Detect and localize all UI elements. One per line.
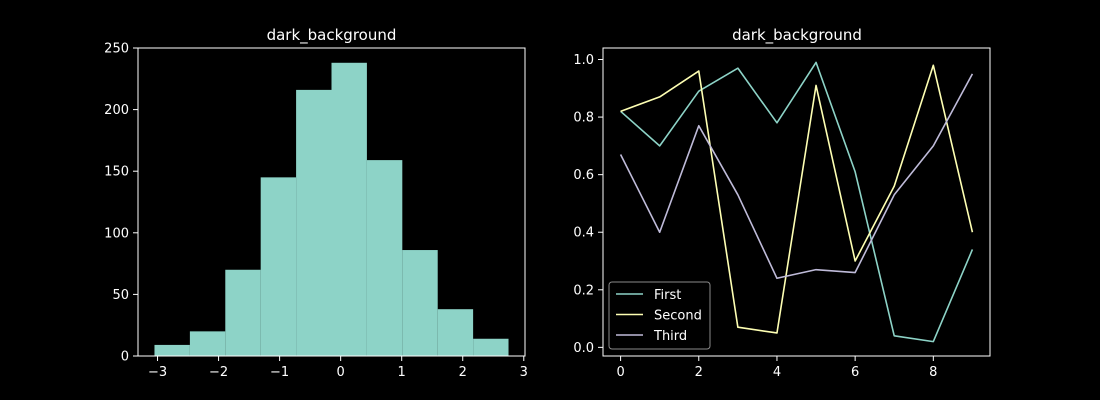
legend-label-second: Second — [654, 309, 702, 324]
histogram-x-tick-label: −3 — [148, 365, 167, 380]
histogram-bar — [154, 344, 190, 356]
histogram-bar — [296, 89, 332, 356]
line-y-tick-label: 0.4 — [573, 226, 594, 241]
legend-label-first: First — [654, 288, 681, 303]
line-y-ticks: 0.0 0.2 0.4 0.6 0.8 1.0 — [573, 53, 603, 356]
line-series-group — [619, 61, 974, 343]
line-x-tick-label: 8 — [929, 365, 937, 380]
histogram-y-tick-label: 50 — [112, 288, 129, 303]
histogram-x-ticks: −3 −2 −1 0 1 2 3 — [148, 356, 528, 380]
line-chart-frame — [602, 47, 991, 357]
line-chart-title: dark_background — [732, 26, 862, 45]
histogram-y-tick-label: 200 — [104, 103, 129, 118]
line-y-tick-label: 1.0 — [573, 53, 594, 68]
line-x-tick-label: 2 — [695, 365, 703, 380]
histogram-x-tick-label: 3 — [520, 365, 528, 380]
legend-box — [608, 281, 711, 350]
series-line-first — [620, 61, 974, 343]
line-axes: dark_background 0 2 4 6 8 0.0 0.2 0.4 0.6 0.8 1.0… — [573, 26, 991, 380]
histogram-y-tick-label: 150 — [104, 165, 129, 180]
series-line-second — [620, 64, 974, 334]
histogram-bar — [437, 309, 474, 356]
histogram-bar — [402, 250, 438, 356]
histogram-x-tick-label: −1 — [270, 365, 289, 380]
histogram-x-tick-label: 1 — [398, 365, 406, 380]
histogram-bar — [260, 177, 297, 356]
histogram-bars — [154, 62, 509, 357]
histogram-frame — [137, 47, 526, 357]
histogram-y-tick-label: 100 — [104, 226, 129, 241]
histogram-bar — [331, 62, 367, 357]
legend: First Second Third — [608, 281, 711, 350]
histogram-title: dark_background — [267, 26, 397, 45]
line-y-tick-label: 0.0 — [573, 341, 594, 356]
histogram-bar — [366, 160, 403, 356]
line-x-tick-label: 4 — [773, 365, 781, 380]
line-x-ticks: 0 2 4 6 8 — [616, 356, 937, 380]
line-y-tick-label: 0.8 — [573, 111, 594, 126]
histogram-y-tick-label: 250 — [104, 42, 129, 57]
histogram-bar — [473, 338, 509, 356]
series-line-third — [619, 73, 974, 280]
histogram-bar — [225, 269, 261, 356]
histogram-y-ticks: 0 50 100 150 200 250 — [104, 42, 138, 365]
line-y-tick-label: 0.6 — [573, 168, 594, 183]
line-x-tick-label: 6 — [851, 365, 859, 380]
histogram-x-tick-label: 0 — [337, 365, 345, 380]
line-y-tick-label: 0.2 — [573, 283, 594, 298]
histogram-bar — [189, 331, 226, 356]
histogram-x-tick-label: −2 — [209, 365, 228, 380]
histogram-y-tick-label: 0 — [121, 350, 129, 365]
legend-label-third: Third — [653, 329, 687, 344]
line-x-tick-label: 0 — [616, 365, 624, 380]
histogram-x-tick-label: 2 — [459, 365, 467, 380]
histogram-axes: dark_background −3 −2 −1 0 1 2 3 0 50 100 150 200 2… — [104, 26, 528, 380]
